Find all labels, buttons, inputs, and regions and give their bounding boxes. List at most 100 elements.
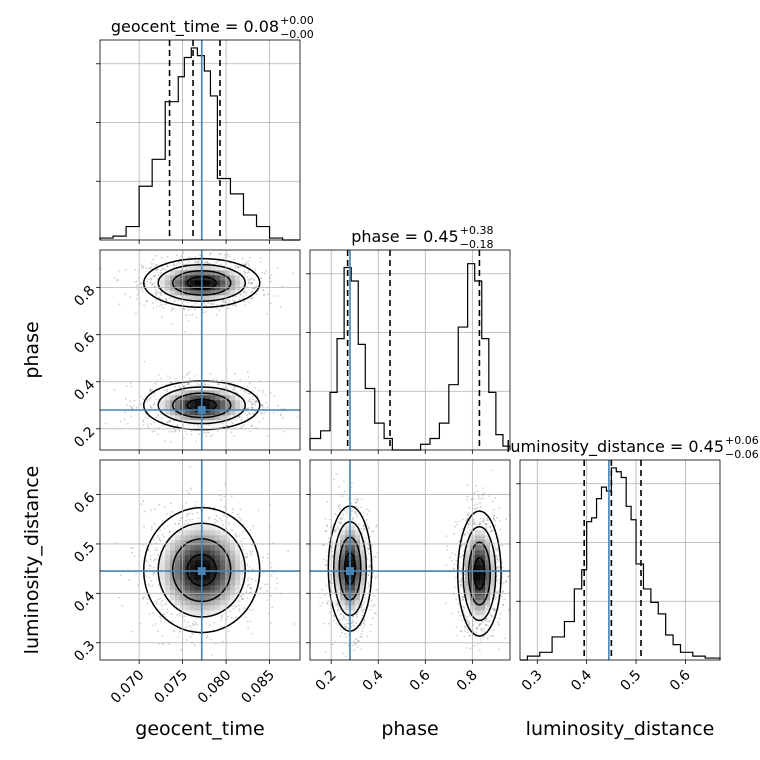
- x-tick-label: 0.080: [195, 667, 235, 707]
- sample-point: [155, 291, 158, 294]
- sample-point: [172, 307, 175, 310]
- sample-point: [234, 264, 237, 267]
- sample-point: [159, 292, 161, 294]
- density-cell: [160, 280, 166, 286]
- density-cell: [240, 280, 246, 286]
- sample-point: [362, 511, 365, 514]
- sample-point: [161, 600, 163, 602]
- density-cell: [210, 395, 216, 401]
- sample-point: [150, 278, 153, 281]
- sample-point: [150, 277, 153, 280]
- sample-point: [251, 290, 254, 293]
- sample-point: [189, 488, 192, 491]
- sample-point: [193, 644, 196, 647]
- sample-point: [220, 614, 223, 617]
- sample-point: [261, 404, 264, 407]
- sample-point: [159, 539, 162, 542]
- sample-point: [246, 552, 249, 555]
- sample-point: [262, 556, 264, 559]
- sample-point: [338, 508, 341, 511]
- sample-point: [160, 620, 163, 622]
- density-cell: [185, 295, 191, 301]
- density-cell: [215, 410, 221, 416]
- density-cell: [190, 560, 196, 566]
- sample-point: [161, 268, 164, 270]
- sample-point: [356, 640, 359, 642]
- sample-point: [124, 268, 127, 271]
- sample-point: [247, 407, 250, 410]
- density-cell: [210, 585, 216, 591]
- sample-point: [187, 621, 190, 624]
- sample-point: [361, 531, 364, 534]
- density-cell: [205, 395, 211, 401]
- sample-point: [174, 430, 177, 432]
- density-cell: [220, 540, 226, 546]
- sample-point: [156, 305, 158, 308]
- sample-point: [366, 513, 369, 516]
- density-cell: [165, 405, 171, 411]
- sample-point: [272, 411, 275, 414]
- sample-point: [245, 293, 248, 296]
- sample-point: [230, 616, 233, 619]
- sample-point: [321, 588, 324, 591]
- sample-point: [324, 563, 327, 566]
- sample-point: [241, 545, 243, 548]
- sample-point: [254, 410, 257, 413]
- sample-point: [266, 435, 269, 438]
- sample-point: [336, 528, 338, 531]
- sample-point: [188, 512, 191, 515]
- sample-point: [204, 261, 206, 264]
- sample-point: [350, 622, 353, 625]
- sample-point: [354, 510, 357, 513]
- sample-point: [333, 531, 336, 533]
- sample-point: [121, 604, 124, 607]
- density-cell: [220, 270, 226, 276]
- density-cell: [200, 600, 206, 606]
- sample-point: [345, 671, 347, 673]
- sample-point: [232, 304, 234, 307]
- sample-point: [336, 603, 339, 605]
- density-cell: [190, 590, 196, 596]
- density-cell: [205, 265, 211, 271]
- sample-point: [341, 618, 344, 621]
- title-minus: −0.00: [280, 28, 314, 41]
- sample-point: [186, 301, 189, 304]
- density-cell: [205, 295, 211, 301]
- density-cell: [235, 575, 241, 581]
- sample-point: [265, 401, 268, 404]
- density-cell: [185, 555, 191, 561]
- sample-point: [224, 253, 227, 256]
- x-tick-label: 0.075: [151, 667, 191, 707]
- sample-point: [331, 550, 334, 553]
- sample-point: [153, 395, 156, 398]
- density-cell: [165, 560, 171, 566]
- density-cell: [205, 270, 211, 276]
- density-cell: [220, 580, 226, 586]
- sample-point: [338, 521, 341, 524]
- sample-point: [368, 604, 371, 607]
- sample-point: [341, 516, 344, 519]
- sample-point: [177, 522, 180, 525]
- sample-point: [151, 302, 154, 304]
- sample-point: [365, 508, 368, 511]
- density-cell: [175, 590, 181, 596]
- sample-point: [158, 503, 161, 506]
- sample-point: [184, 331, 187, 333]
- sample-point: [250, 282, 253, 285]
- sample-point: [260, 277, 262, 280]
- sample-point: [366, 558, 369, 561]
- sample-point: [363, 608, 366, 611]
- density-cell: [195, 570, 201, 576]
- density-cell: [225, 390, 231, 396]
- density-cell: [185, 580, 191, 586]
- sample-point: [252, 412, 255, 415]
- sample-point: [319, 604, 322, 607]
- sample-point: [191, 313, 194, 316]
- sample-point: [174, 429, 177, 432]
- density-cell: [200, 280, 206, 286]
- sample-point: [214, 518, 217, 521]
- sample-point: [166, 421, 169, 424]
- sample-point: [270, 622, 273, 624]
- sample-point: [276, 267, 279, 270]
- sample-point: [164, 603, 166, 606]
